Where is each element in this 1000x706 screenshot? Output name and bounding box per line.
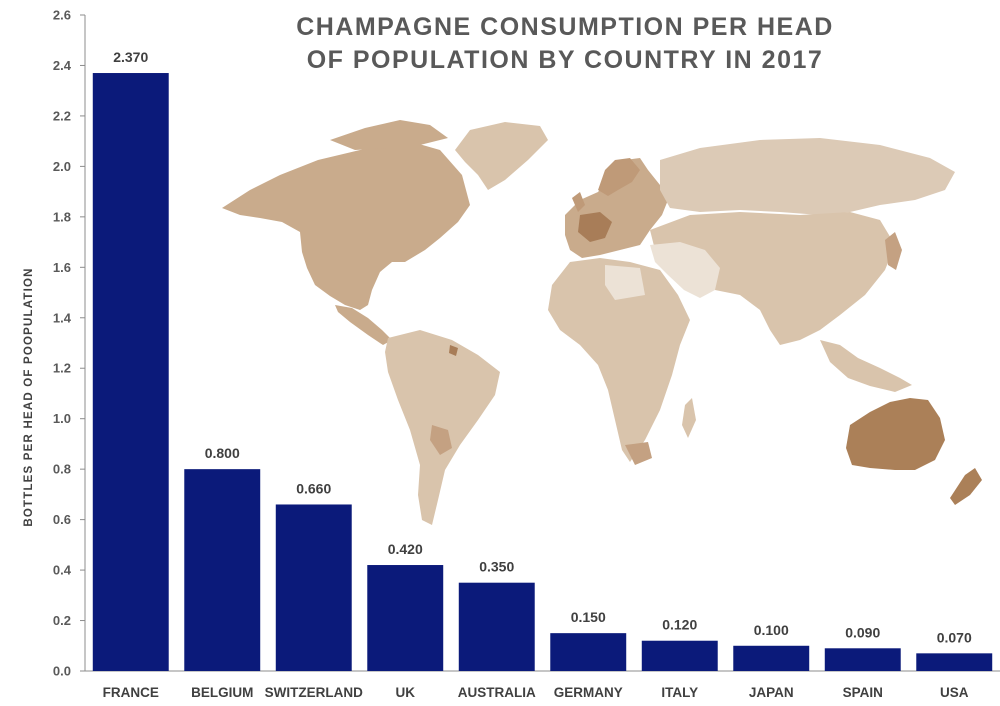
data-labels-group: 2.370 0.800 0.660 0.420 0.350 0.150 0.120 0.100…: [113, 49, 972, 645]
bar-germany: [550, 633, 627, 671]
y-tick-label: 1.2: [53, 361, 71, 376]
category-label: SPAIN: [843, 685, 883, 700]
category-label: GERMANY: [554, 685, 623, 700]
bar-switzerland: [275, 504, 352, 671]
y-tick-label: 1.0: [53, 411, 71, 426]
category-labels-group: FRANCE BELGIUM SWITZERLAND UK AUSTRALIA GERMA…: [103, 685, 969, 700]
bar-australia: [458, 582, 535, 671]
data-label: 0.090: [845, 624, 880, 640]
data-label: 0.100: [754, 622, 789, 638]
category-label: BELGIUM: [191, 685, 253, 700]
map-japan: [885, 232, 902, 270]
bar-spain: [824, 648, 901, 671]
y-axis-label: BOTTLES PER HEAD OF POOPULATION: [23, 267, 35, 526]
data-label: 0.800: [205, 445, 240, 461]
map-africa: [548, 258, 690, 462]
y-tick-label: 2.2: [53, 108, 71, 123]
y-tick-label: 2.4: [53, 58, 72, 73]
map-guiana-accent: [449, 345, 458, 356]
chart-title-line-2: OF POPULATION BY COUNTRY IN 2017: [307, 46, 824, 74]
map-asia: [650, 212, 895, 345]
map-australia: [846, 398, 945, 470]
bar-usa: [916, 653, 993, 671]
y-tick-label: 2.0: [53, 159, 71, 174]
y-tick-label: 1.4: [53, 310, 72, 325]
map-arctic-islands: [330, 120, 448, 150]
map-central-america: [335, 305, 392, 345]
map-france-region: [578, 212, 612, 242]
category-label: AUSTRALIA: [458, 685, 536, 700]
bar-japan: [733, 645, 810, 671]
category-label: SWITZERLAND: [265, 685, 363, 700]
map-greenland: [455, 122, 548, 190]
category-label: JAPAN: [749, 685, 794, 700]
category-label: ITALY: [661, 685, 698, 700]
y-tick-label: 1.6: [53, 260, 71, 275]
data-label: 2.370: [113, 49, 148, 65]
data-label: 0.120: [662, 617, 697, 633]
bar-france: [92, 73, 169, 672]
y-tick-label: 1.8: [53, 209, 71, 224]
y-tick-label: 0.4: [53, 563, 72, 578]
data-label: 0.070: [937, 629, 972, 645]
bar-belgium: [184, 469, 261, 671]
world-map-background: [222, 120, 982, 525]
y-axis-ticks: 0.0 0.2 0.4 0.6 0.8 1.0 1.2 1.4 1.6 1.8 2.0 2.2 2.4 2…: [53, 8, 85, 679]
data-label: 0.420: [388, 541, 423, 557]
chart-title-line-1: CHAMPAGNE CONSUMPTION PER HEAD: [296, 13, 834, 41]
map-north-africa-light: [605, 265, 645, 300]
chart-title: CHAMPAGNE CONSUMPTION PER HEAD OF POPULA…: [296, 13, 834, 74]
map-se-asia: [820, 340, 912, 392]
map-russia: [660, 138, 955, 215]
y-tick-label: 0.8: [53, 462, 71, 477]
y-tick-label: 2.6: [53, 8, 71, 23]
category-label: FRANCE: [103, 685, 159, 700]
category-label: UK: [396, 685, 416, 700]
map-middle-east-light: [650, 242, 720, 298]
map-south-america-accent: [430, 425, 452, 455]
bars-group: [92, 73, 993, 672]
data-label: 0.350: [479, 559, 514, 575]
map-uk-region: [572, 192, 585, 212]
map-south-america: [385, 330, 500, 525]
y-tick-label: 0.6: [53, 512, 71, 527]
category-label: USA: [940, 685, 969, 700]
map-south-africa-accent: [625, 442, 652, 465]
map-new-zealand: [950, 468, 982, 505]
bar-uk: [367, 565, 444, 671]
y-tick-label: 0.2: [53, 613, 71, 628]
map-north-america: [222, 140, 470, 310]
bar-italy: [641, 640, 718, 671]
map-scandinavia: [598, 158, 640, 196]
map-madagascar: [682, 398, 696, 438]
y-tick-label: 0.0: [53, 664, 71, 679]
data-label: 0.150: [571, 609, 606, 625]
data-label: 0.660: [296, 480, 331, 496]
